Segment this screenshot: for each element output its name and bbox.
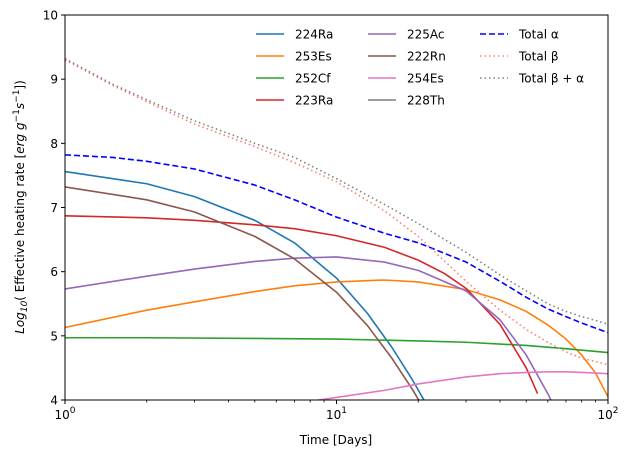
legend-label: Total β + α bbox=[518, 72, 584, 86]
y-tick-label: 7 bbox=[50, 201, 58, 215]
legend-label: 224Ra bbox=[295, 28, 333, 42]
legend-item-225ac: 225Ac bbox=[368, 28, 445, 42]
legend-item-total: Total α bbox=[480, 28, 559, 42]
y-label-log: Log bbox=[13, 312, 27, 334]
y-label-s: s bbox=[13, 103, 27, 109]
y-label-exp2: −1 bbox=[12, 90, 22, 103]
legend-label: 253Es bbox=[295, 50, 332, 64]
x-tick-base: 10 bbox=[54, 408, 69, 422]
legend-item-total: Total β bbox=[480, 50, 559, 64]
legend-label: 223Ra bbox=[295, 94, 333, 108]
legend-label: 254Es bbox=[407, 72, 444, 86]
series-line-224ra bbox=[65, 170, 425, 400]
legend-label: Total β bbox=[518, 50, 559, 64]
y-tick-label: 5 bbox=[50, 329, 58, 343]
series-line-253es bbox=[65, 279, 608, 398]
legend-item-222rn: 222Rn bbox=[368, 50, 446, 64]
legend-item-252cf: 252Cf bbox=[256, 72, 331, 86]
legend-item-253es: 253Es bbox=[256, 50, 332, 64]
series-line-254es bbox=[313, 370, 608, 400]
x-tick-exponent: 1 bbox=[341, 406, 347, 416]
y-label-unit: erg g bbox=[13, 122, 27, 154]
y-label-exp1: −1 bbox=[12, 109, 22, 122]
y-label-sub: 10 bbox=[20, 300, 30, 312]
series-line-total bbox=[65, 59, 608, 366]
x-axis-label: Time [Days] bbox=[299, 433, 373, 447]
legend-item-228th: 228Th bbox=[368, 94, 445, 108]
y-label-close: ]) bbox=[13, 80, 27, 89]
x-tick-base: 10 bbox=[326, 408, 341, 422]
x-tick-base: 10 bbox=[597, 408, 612, 422]
legend-item-223ra: 223Ra bbox=[256, 94, 333, 108]
x-tick-exponent: 2 bbox=[613, 406, 619, 416]
legend-item-total: Total β + α bbox=[480, 72, 584, 86]
series-line-252cf bbox=[65, 336, 608, 354]
legend-label: 228Th bbox=[407, 94, 445, 108]
legend-label: 222Rn bbox=[407, 50, 446, 64]
series-line-total bbox=[65, 57, 608, 326]
y-label-rest: ( Effective heating rate [ bbox=[13, 154, 27, 301]
plot-area bbox=[65, 15, 608, 400]
x-tick-label: 101 bbox=[326, 406, 347, 422]
y-axis: 4 5 6 7 8 9 10 bbox=[43, 9, 65, 408]
series-layer bbox=[65, 57, 608, 400]
series-line-225ac bbox=[65, 256, 552, 400]
y-tick-label: 9 bbox=[50, 73, 58, 87]
x-tick-label: 102 bbox=[597, 406, 618, 422]
series-line-222rn bbox=[65, 186, 420, 400]
legend: 224Ra 253Es 252Cf 223Ra 225Ac 222Rn 254Es 228Th… bbox=[256, 28, 584, 108]
y-axis-label: Log10( Effective heating rate [erg g−1s−… bbox=[12, 80, 30, 334]
x-tick-exponent: 0 bbox=[70, 406, 76, 416]
x-tick-label: 100 bbox=[54, 406, 75, 422]
y-tick-label: 6 bbox=[50, 265, 58, 279]
legend-label: 225Ac bbox=[407, 28, 445, 42]
x-axis: 100 101 102 bbox=[54, 400, 619, 422]
y-tick-label: 10 bbox=[43, 9, 58, 23]
series-line-223ra bbox=[65, 215, 539, 394]
legend-item-224ra: 224Ra bbox=[256, 28, 333, 42]
legend-label: Total α bbox=[518, 28, 559, 42]
y-tick-label: 4 bbox=[50, 394, 58, 408]
y-tick-label: 8 bbox=[50, 137, 58, 151]
legend-label: 252Cf bbox=[295, 72, 331, 86]
legend-item-254es: 254Es bbox=[368, 72, 444, 86]
